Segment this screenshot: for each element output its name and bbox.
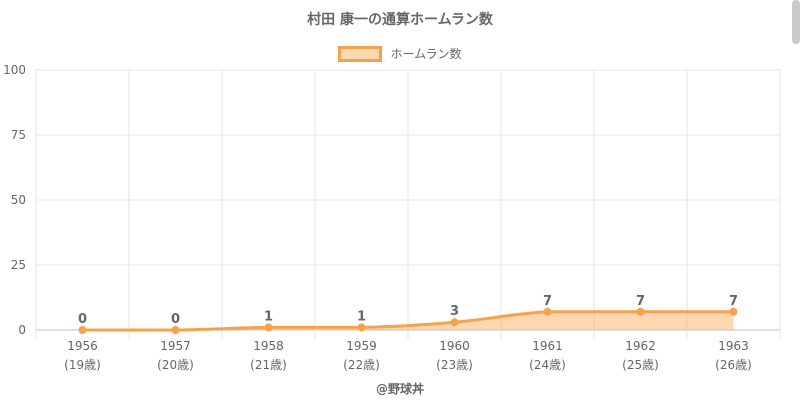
legend[interactable]: ホームラン数 — [0, 45, 800, 62]
x-tick-sublabel: (22歳) — [343, 358, 380, 372]
credit-label: @野球丼 — [375, 382, 424, 396]
data-label: 0 — [78, 312, 87, 327]
x-tick-sublabel: (26歳) — [715, 358, 752, 372]
legend-swatch — [338, 45, 383, 62]
y-tick-label: 100 — [3, 63, 26, 77]
x-tick-label: 1962 — [625, 339, 656, 353]
data-labels: 0 0 1 1 3 7 7 7 — [78, 294, 738, 327]
legend-label: ホームラン数 — [390, 47, 462, 61]
data-label: 1 — [357, 309, 366, 324]
y-axis: 0 25 50 75 100 — [3, 63, 26, 337]
data-label: 0 — [171, 312, 180, 327]
data-label: 7 — [729, 294, 738, 309]
x-tick-label: 1961 — [532, 339, 563, 353]
data-label: 1 — [264, 309, 273, 324]
data-point — [78, 326, 87, 334]
x-tick-label: 1959 — [346, 339, 377, 353]
x-tick-sublabel: (25歳) — [622, 358, 659, 372]
x-axis: 1956 (19歳) 1957 (20歳) 1958 (21歳) 1959 (22歳) 1960… — [64, 339, 752, 372]
data-point — [636, 307, 645, 316]
data-label: 7 — [543, 294, 552, 309]
series — [78, 307, 738, 334]
data-point — [450, 318, 459, 327]
x-tick-label: 1963 — [718, 339, 749, 353]
x-tick-label: 1956 — [67, 339, 98, 353]
chart-title: 村田 康一の通算ホームラン数 — [307, 12, 493, 28]
data-label: 3 — [450, 304, 459, 319]
x-tick-sublabel: (20歳) — [157, 358, 194, 372]
x-tick-sublabel: (24歳) — [529, 358, 566, 372]
grid — [35, 69, 781, 340]
y-tick-label: 50 — [11, 193, 26, 207]
x-tick-label: 1957 — [160, 339, 191, 353]
y-tick-label: 75 — [11, 128, 26, 142]
data-point — [264, 323, 273, 332]
data-point — [543, 307, 552, 316]
x-tick-sublabel: (19歳) — [64, 358, 101, 372]
x-tick-sublabel: (23歳) — [436, 358, 473, 372]
data-point — [171, 326, 180, 334]
series-line — [82, 310, 734, 332]
y-tick-label: 0 — [18, 323, 26, 337]
scrollbar[interactable] — [792, 0, 800, 44]
y-tick-label: 25 — [11, 258, 26, 272]
series-area — [82, 311, 734, 330]
x-tick-sublabel: (21歳) — [250, 358, 287, 372]
data-point — [357, 323, 366, 332]
x-tick-label: 1960 — [439, 339, 470, 353]
x-tick-label: 1958 — [253, 339, 284, 353]
data-label: 7 — [636, 294, 645, 309]
data-point — [729, 307, 738, 316]
